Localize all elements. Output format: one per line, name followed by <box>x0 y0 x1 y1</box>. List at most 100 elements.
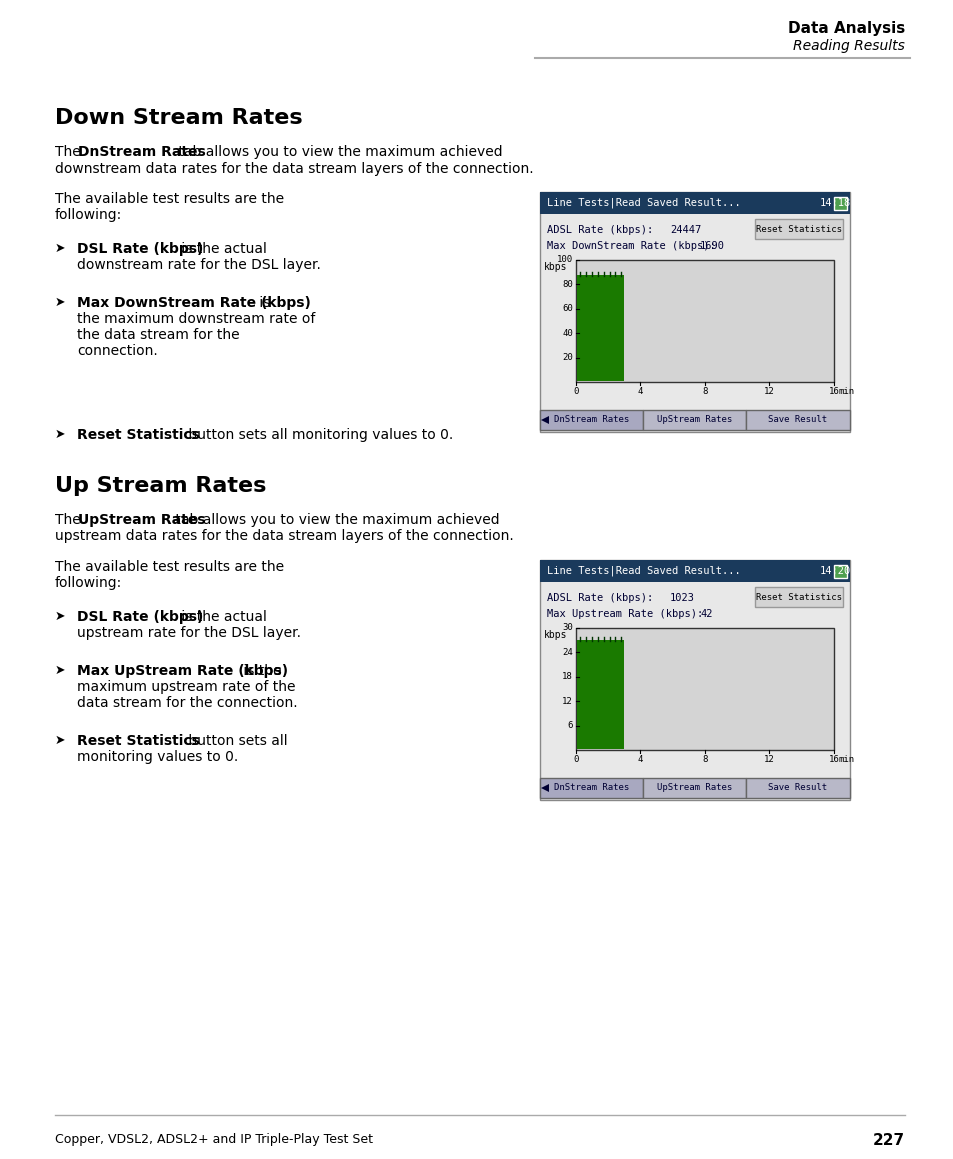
Text: 8: 8 <box>701 387 707 396</box>
Text: 24447: 24447 <box>669 225 700 235</box>
Bar <box>576 260 833 382</box>
Text: ➤: ➤ <box>55 734 66 748</box>
Text: ➤: ➤ <box>55 610 66 624</box>
Text: UpStream Rates: UpStream Rates <box>657 415 731 424</box>
Text: UpStream Rates: UpStream Rates <box>657 783 731 793</box>
Text: The available test results are the: The available test results are the <box>55 560 284 574</box>
Text: 0: 0 <box>573 756 578 765</box>
Text: Max UpStream Rate (kbps): Max UpStream Rate (kbps) <box>77 664 288 678</box>
Text: Reset Statistics: Reset Statistics <box>755 592 841 602</box>
Text: 4: 4 <box>638 756 642 765</box>
Text: 40: 40 <box>561 329 573 337</box>
Text: DnStream Rates: DnStream Rates <box>78 145 206 159</box>
Text: 20: 20 <box>561 353 573 362</box>
Polygon shape <box>540 416 548 424</box>
Text: Line Tests|Read Saved Result...: Line Tests|Read Saved Result... <box>546 566 740 576</box>
Text: 14:18: 14:18 <box>820 198 850 207</box>
Text: 227: 227 <box>872 1134 904 1149</box>
Text: The available test results are the: The available test results are the <box>55 192 284 206</box>
Bar <box>642 778 745 799</box>
Bar <box>539 778 642 799</box>
Bar <box>833 197 846 210</box>
Text: following:: following: <box>55 576 122 590</box>
Bar <box>576 628 833 750</box>
Text: 8: 8 <box>701 756 707 765</box>
Text: Max DownStream Rate (kbps): Max DownStream Rate (kbps) <box>77 296 311 309</box>
Polygon shape <box>540 783 548 792</box>
Bar <box>754 219 842 239</box>
Text: min: min <box>838 387 854 396</box>
Text: 16: 16 <box>828 756 839 765</box>
Text: The: The <box>55 145 85 159</box>
Text: Max DownStream Rate (kbps):: Max DownStream Rate (kbps): <box>546 241 715 252</box>
Text: upstream rate for the DSL layer.: upstream rate for the DSL layer. <box>77 626 301 640</box>
Bar <box>577 640 623 749</box>
Text: Copper, VDSL2, ADSL2+ and IP Triple-Play Test Set: Copper, VDSL2, ADSL2+ and IP Triple-Play… <box>55 1134 373 1146</box>
Bar <box>833 564 846 578</box>
Text: 6: 6 <box>567 721 573 730</box>
Text: button sets all: button sets all <box>184 734 287 748</box>
Bar <box>577 275 623 381</box>
Bar <box>745 410 849 430</box>
Text: Data Analysis: Data Analysis <box>787 21 904 36</box>
Text: Reading Results: Reading Results <box>792 39 904 53</box>
Text: following:: following: <box>55 207 122 223</box>
Text: Reset Statistics: Reset Statistics <box>77 428 200 442</box>
Text: is the actual: is the actual <box>177 610 267 624</box>
Bar <box>539 192 849 214</box>
Text: 80: 80 <box>561 280 573 289</box>
Text: downstream data rates for the data stream layers of the connection.: downstream data rates for the data strea… <box>55 162 533 176</box>
Text: upstream data rates for the data stream layers of the connection.: upstream data rates for the data stream … <box>55 529 514 544</box>
Text: Line Tests|Read Saved Result...: Line Tests|Read Saved Result... <box>546 198 740 209</box>
Text: 42: 42 <box>700 608 712 619</box>
Text: min: min <box>838 756 854 765</box>
Text: button sets all monitoring values to 0.: button sets all monitoring values to 0. <box>184 428 453 442</box>
Bar <box>539 560 849 800</box>
Bar <box>642 410 745 430</box>
Text: ➤: ➤ <box>55 664 66 677</box>
Text: Down Stream Rates: Down Stream Rates <box>55 108 302 127</box>
Bar <box>745 778 849 799</box>
Text: is: is <box>254 296 270 309</box>
Text: ADSL Rate (kbps):: ADSL Rate (kbps): <box>546 225 653 235</box>
Text: ➤: ➤ <box>55 428 66 442</box>
Bar <box>539 560 849 582</box>
Text: DSL Rate (kbps): DSL Rate (kbps) <box>77 610 203 624</box>
Text: 100: 100 <box>557 255 573 264</box>
Text: DSL Rate (kbps): DSL Rate (kbps) <box>77 242 203 256</box>
Text: Reset Statistics: Reset Statistics <box>755 225 841 233</box>
Text: maximum upstream rate of the: maximum upstream rate of the <box>77 680 295 694</box>
Text: 60: 60 <box>561 305 573 313</box>
Text: 14:20: 14:20 <box>820 566 850 576</box>
Text: 30: 30 <box>561 624 573 633</box>
Text: connection.: connection. <box>77 344 157 358</box>
Text: 0: 0 <box>573 387 578 396</box>
Text: is the: is the <box>239 664 281 678</box>
Text: kbps: kbps <box>543 262 567 272</box>
Text: DnStream Rates: DnStream Rates <box>554 415 628 424</box>
Text: the maximum downstream rate of: the maximum downstream rate of <box>77 312 315 326</box>
Bar <box>754 586 842 607</box>
Text: Max Upstream Rate (kbps):: Max Upstream Rate (kbps): <box>546 608 702 619</box>
Text: 12: 12 <box>763 387 774 396</box>
Text: ➤: ➤ <box>55 242 66 255</box>
Text: is the actual: is the actual <box>177 242 267 256</box>
Bar <box>539 192 849 432</box>
Text: tab allows you to view the maximum achieved: tab allows you to view the maximum achie… <box>171 513 499 527</box>
Text: 12: 12 <box>561 697 573 706</box>
Text: Reset Statistics: Reset Statistics <box>77 734 200 748</box>
Text: data stream for the connection.: data stream for the connection. <box>77 697 297 710</box>
Text: Save Result: Save Result <box>767 415 826 424</box>
Text: DnStream Rates: DnStream Rates <box>554 783 628 793</box>
Text: Save Result: Save Result <box>767 783 826 793</box>
Text: downstream rate for the DSL layer.: downstream rate for the DSL layer. <box>77 258 320 272</box>
Bar <box>539 410 642 430</box>
Text: Up Stream Rates: Up Stream Rates <box>55 476 266 496</box>
Text: 4: 4 <box>638 387 642 396</box>
Text: The: The <box>55 513 85 527</box>
Text: ➤: ➤ <box>55 296 66 309</box>
Text: 18: 18 <box>561 672 573 681</box>
Text: UpStream Rates: UpStream Rates <box>78 513 205 527</box>
Text: monitoring values to 0.: monitoring values to 0. <box>77 750 238 764</box>
Text: the data stream for the: the data stream for the <box>77 328 239 342</box>
